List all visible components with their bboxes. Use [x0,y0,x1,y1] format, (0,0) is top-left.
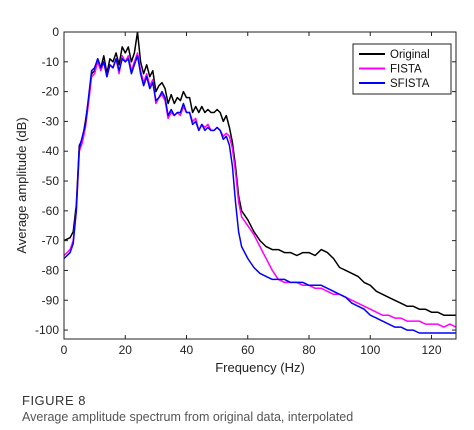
y-axis-label: Average amplitude (dB) [14,117,29,253]
y-tick-label: -100 [35,323,59,337]
x-tick-label: 0 [61,343,68,357]
y-axis: 0 -10 -20 -30 -40 -50 -60 -70 -80 -90 -100 [35,25,456,337]
y-tick-label: -10 [42,55,60,69]
x-tick-label: 80 [302,343,316,357]
y-tick-label: -60 [42,204,60,218]
y-tick-label: -90 [42,293,60,307]
y-tick-label: -20 [42,85,60,99]
legend-label: FISTA [390,64,422,76]
figure-caption: Average amplitude spectrum from original… [22,410,354,424]
x-tick-label: 20 [119,343,133,357]
y-tick-label: -50 [42,174,60,188]
legend-label: Original [390,49,430,61]
y-tick-label: -80 [42,263,60,277]
figure-label: FIGURE 8 [22,393,86,408]
x-tick-label: 40 [180,343,194,357]
x-tick-label: 60 [241,343,255,357]
y-tick-label: -40 [42,144,60,158]
plot-frame [63,31,457,340]
y-tick-label: -30 [42,114,60,128]
legend: Original FISTA SFISTA [352,43,452,95]
x-axis: 0 20 40 60 80 100 120 [61,32,442,357]
series-line-original [64,32,456,316]
x-tick-label: 100 [360,343,380,357]
legend-label: SFISTA [390,78,430,90]
spectrum-chart: 0 20 40 60 80 100 120 0 -10 -20 -30 -40 -50 -60 -70 -8… [14,25,457,375]
x-tick-label: 120 [421,343,441,357]
series-line-sfista [64,55,456,334]
x-axis-label: Frequency (Hz) [215,360,305,375]
y-tick-label: 0 [52,25,59,39]
y-tick-label: -70 [42,234,60,248]
series-layer [64,32,456,334]
